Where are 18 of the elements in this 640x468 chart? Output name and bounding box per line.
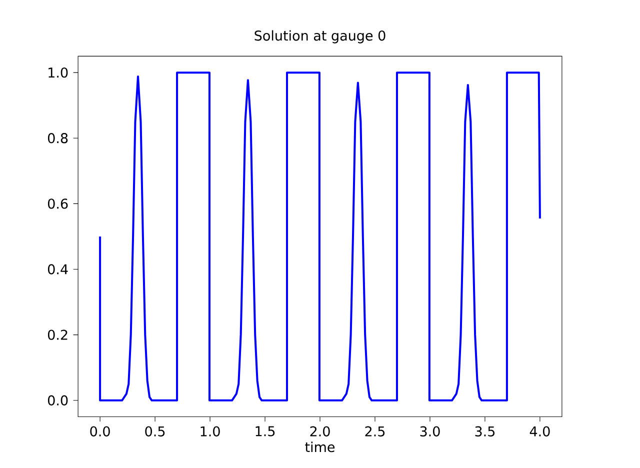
chart-title: Solution at gauge 0 [254, 30, 386, 44]
line-series [99, 71, 541, 402]
y-tick-label: 0.8 [48, 132, 68, 144]
y-tick-label: 0.4 [48, 264, 68, 274]
y-tick-label: 0.0 [48, 395, 68, 406]
x-tick-label: 0.0 [90, 426, 110, 436]
x-tick-label: 3.0 [420, 426, 440, 436]
x-tick-label: 2.5 [365, 426, 385, 436]
x-tick-label: 0.5 [145, 426, 165, 436]
x-tick-label: 1.5 [256, 426, 275, 436]
y-tick-label: 0.2 [48, 330, 68, 340]
x-tick-label: 3.5 [475, 426, 495, 436]
x-tick-label: 2.0 [310, 426, 330, 436]
y-tick-label: 0.6 [48, 198, 68, 209]
x-axis-title: time [305, 442, 335, 452]
y-tick-label: 1.0 [48, 67, 68, 78]
x-tick-label: 4.0 [530, 426, 550, 436]
x-tick-label: 1.0 [200, 426, 220, 436]
